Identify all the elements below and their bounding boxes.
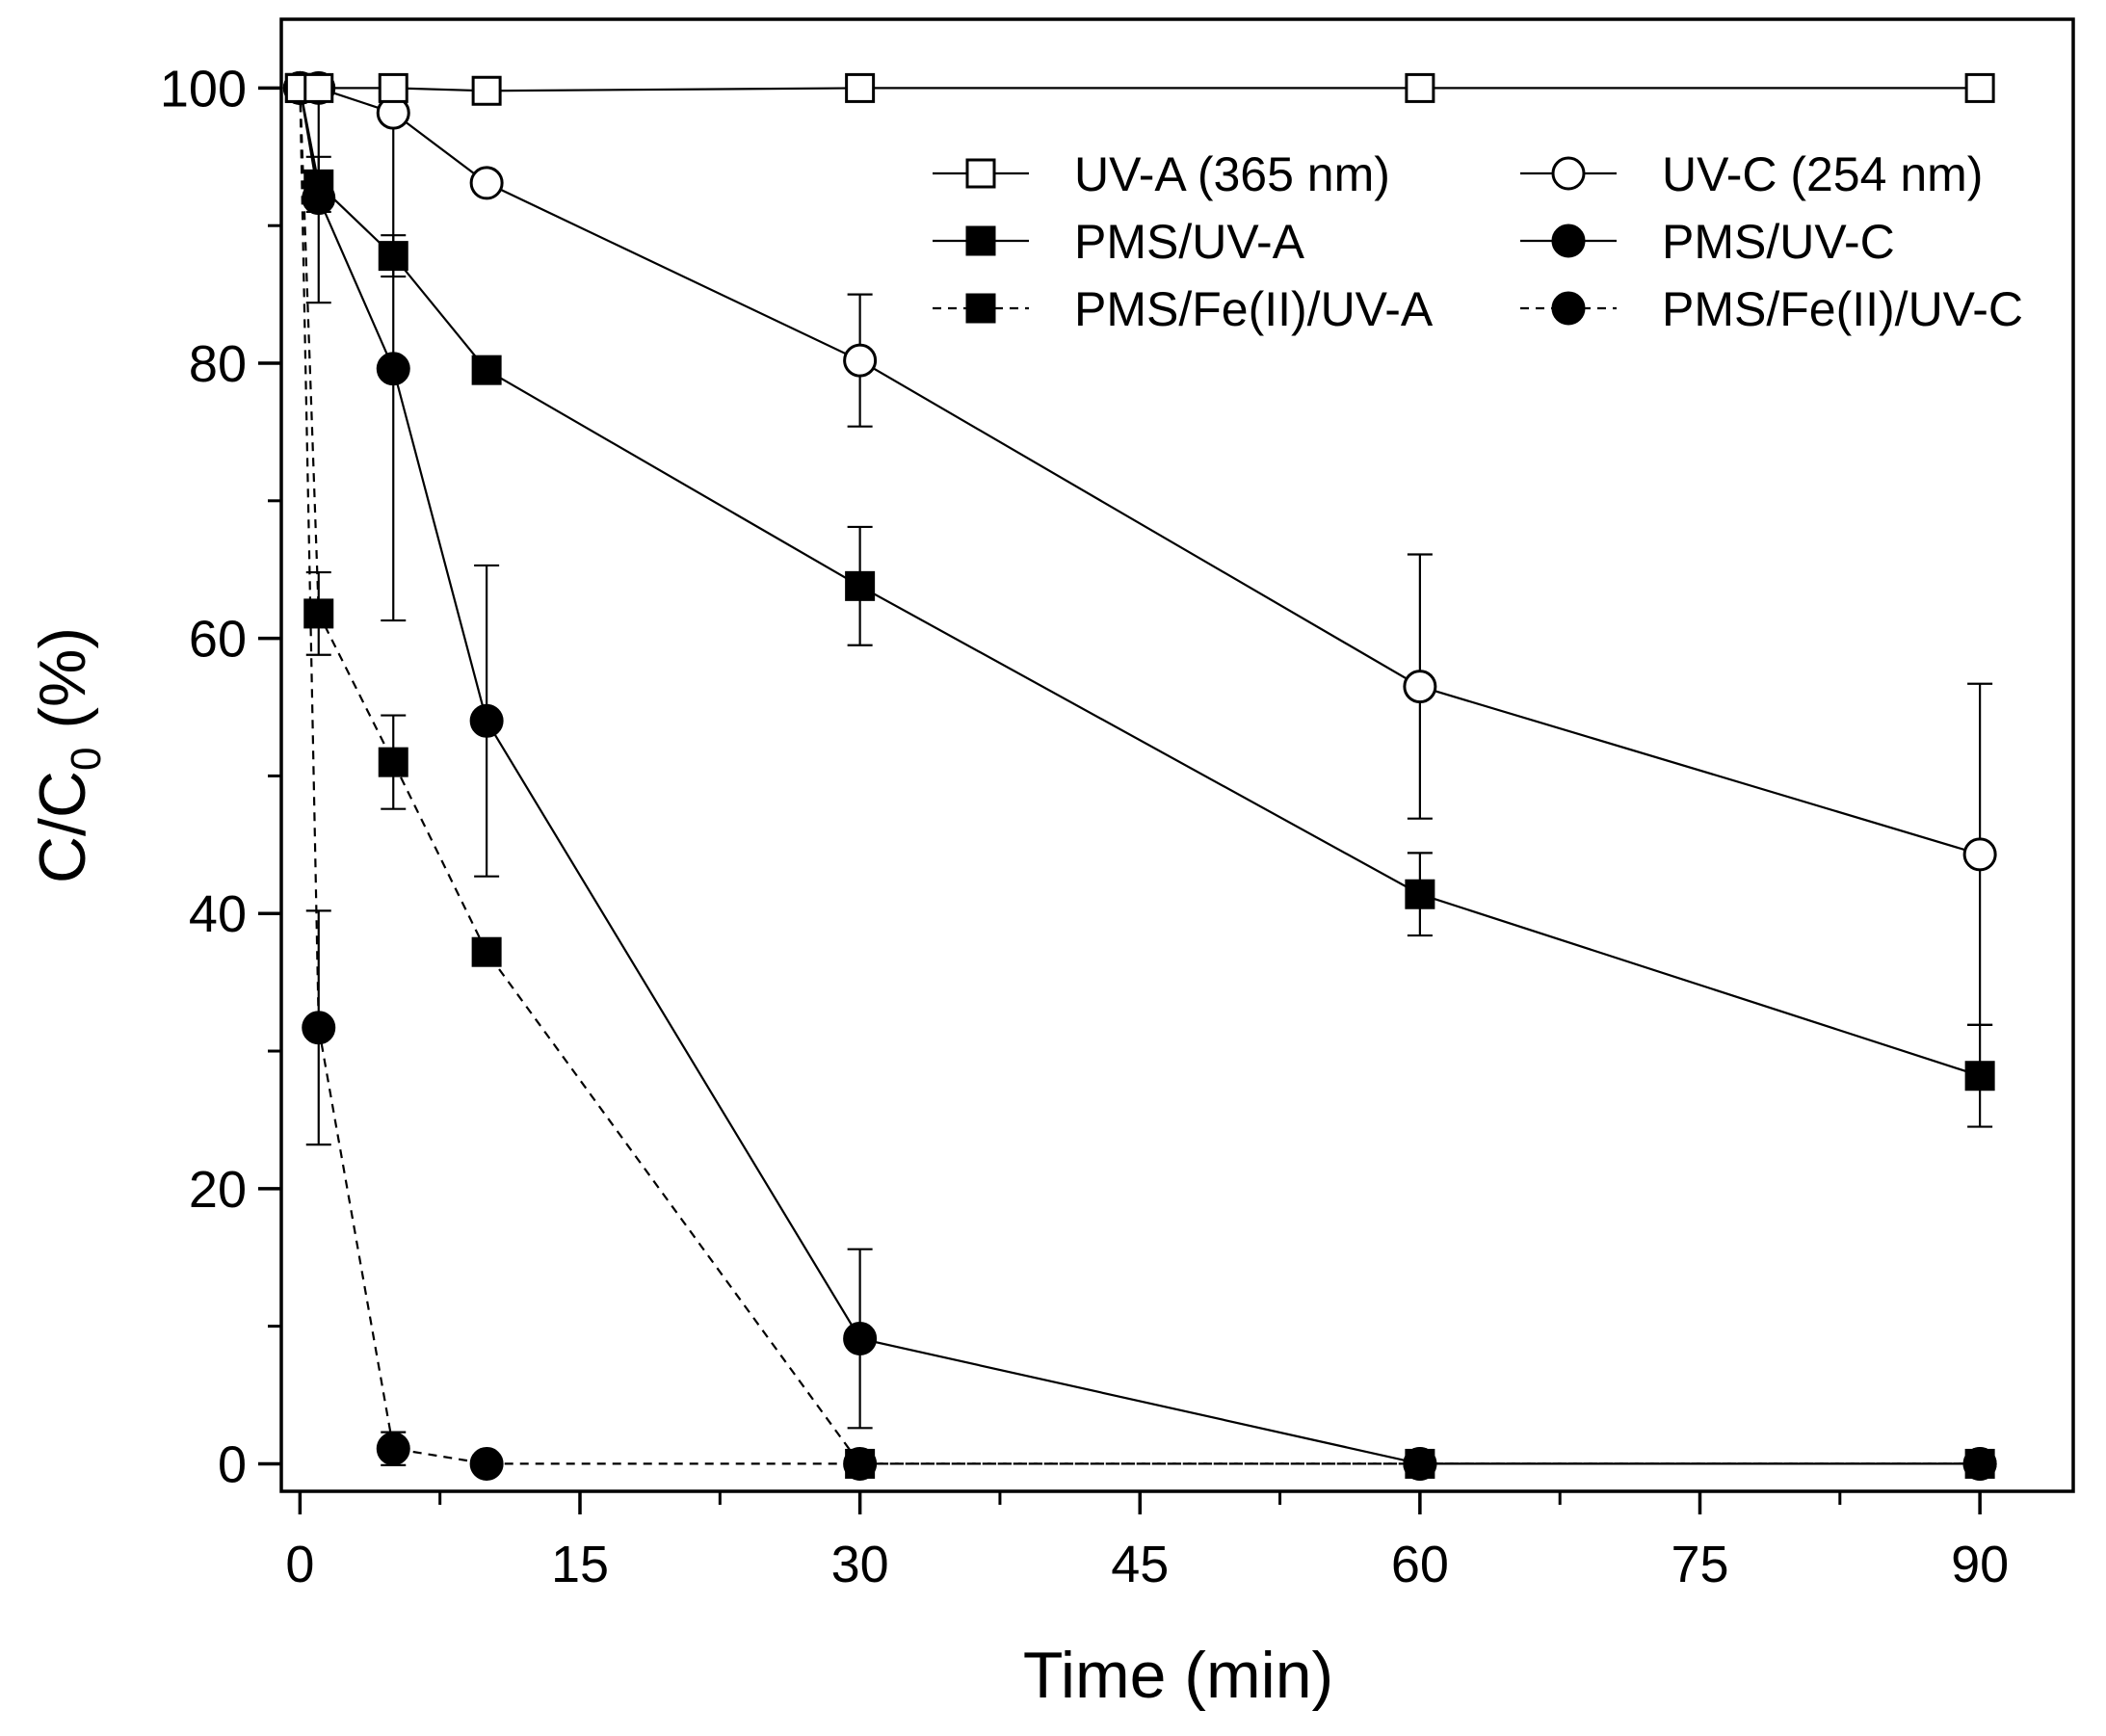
x-tick-label: 60 [1391, 1536, 1449, 1593]
x-tick-label: 15 [551, 1536, 609, 1593]
y-tick-label: 60 [189, 611, 247, 669]
x-tick-label: 30 [831, 1536, 889, 1593]
legend-item-uv-a-365-nm: UV-A (365 nm) [933, 147, 1390, 201]
data-point [378, 747, 408, 777]
legend-item-pms-uv-a: PMS/UV-A [933, 215, 1305, 269]
data-point [378, 72, 408, 103]
axis-ticks [258, 86, 1982, 1514]
data-point [1405, 879, 1435, 909]
data-point [843, 1321, 878, 1355]
data-point [469, 703, 504, 738]
x-axis-label: Time (min) [1023, 1639, 1333, 1712]
data-point [1962, 1446, 1997, 1481]
x-tick-label: 0 [285, 1536, 314, 1593]
series-uv-a-365-nm [284, 72, 1995, 106]
plot-frame [279, 17, 2075, 1493]
legend: UV-A (365 nm) UV-C (254 nm) PMS/UV-A PMS/UV… [933, 147, 2023, 336]
legend-marker [965, 293, 996, 324]
y-axis-label: C/C0 (%) [26, 627, 110, 883]
data-point [471, 355, 502, 385]
data-point [303, 169, 334, 199]
legend-label: PMS/Fe(II)/UV-A [1074, 282, 1434, 336]
legend-item-pms-fe-ii-uv-c: PMS/Fe(II)/UV-C [1520, 282, 2023, 336]
data-point [845, 1448, 876, 1479]
legend-item-uv-c-254-nm: UV-C (254 nm) [1520, 147, 1983, 201]
data-point [845, 72, 876, 103]
data-point [1403, 670, 1437, 704]
series-line [300, 87, 1981, 92]
x-tick-label: 90 [1951, 1536, 2009, 1593]
y-axis-label-unit: (%) [26, 627, 99, 748]
data-point [303, 72, 334, 103]
data-point [376, 352, 410, 386]
legend-marker [965, 225, 996, 256]
legend-marker [1551, 291, 1586, 326]
data-point [1964, 1061, 1995, 1092]
data-point [378, 241, 408, 272]
legend-label: PMS/Fe(II)/UV-C [1662, 282, 2023, 336]
legend-item-pms-fe-ii-uv-a: PMS/Fe(II)/UV-A [933, 282, 1434, 336]
data-point [376, 1432, 410, 1466]
y-tick-label: 80 [189, 335, 247, 393]
data-point [1405, 72, 1435, 103]
data-point [303, 598, 334, 629]
legend-item-pms-uv-c: PMS/UV-C [1520, 215, 1895, 269]
legend-label: UV-A (365 nm) [1074, 147, 1390, 201]
data-point [845, 570, 876, 601]
y-tick-label: 40 [189, 885, 247, 943]
axis-tick-labels: 0 15 30 45 60 75 90 0 20 40 60 80 100 [160, 60, 2009, 1593]
y-tick-label: 0 [218, 1435, 247, 1493]
data-point [471, 936, 502, 967]
legend-marker [965, 158, 996, 189]
data-point [469, 1446, 504, 1481]
plot-series [282, 70, 1997, 1481]
legend-marker [1551, 156, 1586, 191]
data-point [469, 166, 504, 200]
legend-label: PMS/UV-C [1662, 215, 1895, 269]
data-point [1962, 837, 1997, 872]
x-tick-label: 45 [1111, 1536, 1169, 1593]
y-axis-label-main: C/C [26, 771, 99, 883]
data-point [1964, 72, 1995, 103]
x-tick-label: 75 [1671, 1536, 1728, 1593]
y-tick-label: 20 [189, 1161, 247, 1219]
data-point [302, 1011, 336, 1045]
y-tick-label: 100 [160, 60, 247, 118]
legend-label: PMS/UV-A [1074, 215, 1305, 269]
series-pms-uv-a [284, 72, 1995, 1128]
data-point [1403, 1446, 1437, 1481]
legend-label: UV-C (254 nm) [1662, 147, 1983, 201]
y-axis-label-subscript: 0 [63, 748, 110, 771]
data-point [843, 343, 878, 378]
legend-marker [1551, 224, 1586, 258]
data-point [471, 75, 502, 106]
